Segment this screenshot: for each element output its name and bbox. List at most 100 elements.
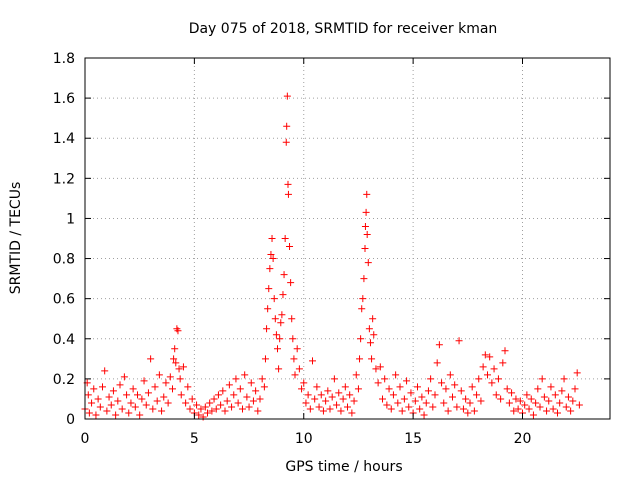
data-point [431, 391, 439, 399]
data-point [455, 337, 463, 345]
data-point [457, 387, 465, 395]
data-point [418, 393, 426, 401]
data-point [529, 411, 537, 419]
data-point [151, 383, 159, 391]
data-point [514, 405, 522, 413]
data-point [92, 411, 100, 419]
data-point [358, 305, 366, 313]
data-point [291, 371, 299, 379]
data-point [392, 371, 400, 379]
data-point [210, 395, 218, 403]
data-point [221, 407, 229, 415]
data-point [564, 393, 572, 401]
data-point [551, 391, 559, 399]
data-point [105, 393, 113, 401]
data-point [464, 409, 472, 417]
data-point [354, 385, 362, 393]
data-point [90, 385, 98, 393]
data-point [85, 409, 93, 417]
data-point [179, 363, 187, 371]
data-point [363, 190, 371, 198]
data-point [383, 401, 391, 409]
data-point [560, 375, 568, 383]
data-point [162, 379, 170, 387]
data-point [328, 393, 336, 401]
gridlines [85, 58, 610, 419]
data-point [103, 407, 111, 415]
data-point [369, 315, 377, 323]
data-point [451, 381, 459, 389]
data-point [252, 387, 260, 395]
data-point [300, 379, 308, 387]
data-point [96, 403, 104, 411]
data-point [171, 345, 179, 353]
data-point [182, 399, 190, 407]
data-point [484, 371, 491, 379]
data-point [293, 345, 301, 353]
data-point [298, 385, 306, 393]
data-point [195, 411, 203, 419]
data-point [403, 377, 411, 385]
data-point [547, 383, 555, 391]
data-point [516, 397, 524, 405]
data-point [486, 353, 494, 361]
data-point [416, 405, 424, 413]
data-point [172, 359, 180, 367]
data-point [492, 391, 500, 399]
data-point [149, 405, 157, 413]
data-point [324, 387, 332, 395]
data-point [256, 395, 264, 403]
data-point [170, 355, 178, 363]
data-point [287, 279, 295, 287]
data-point [348, 409, 356, 417]
y-tick-label: 0.2 [53, 372, 75, 388]
data-point [112, 411, 120, 419]
data-point [84, 391, 92, 399]
data-point [477, 397, 485, 405]
data-point [372, 365, 380, 373]
data-point [433, 359, 441, 367]
data-point [116, 381, 124, 389]
data-point [442, 385, 450, 393]
y-tick-label: 1.8 [53, 51, 75, 67]
x-tick-label: 10 [295, 431, 313, 447]
plot-frame [84, 57, 611, 420]
data-point [175, 365, 183, 373]
data-point [184, 383, 192, 391]
data-point [169, 385, 176, 393]
data-point [279, 291, 287, 299]
x-tick-label: 0 [81, 431, 90, 447]
data-point [556, 399, 564, 407]
data-point [249, 397, 257, 405]
data-point [414, 383, 421, 391]
data-point [466, 399, 474, 407]
data-point [573, 369, 581, 377]
data-point [534, 385, 542, 393]
data-point [267, 251, 275, 259]
data-point [319, 407, 327, 415]
data-point [277, 319, 285, 327]
data-point [153, 397, 161, 405]
data-point [538, 375, 546, 383]
data-point [166, 373, 174, 381]
data-point [123, 391, 131, 399]
data-point [109, 387, 117, 395]
data-point [286, 243, 294, 251]
data-point [459, 405, 467, 413]
data-point [177, 391, 185, 399]
y-tick-label: 0.6 [53, 292, 75, 308]
data-points [81, 92, 583, 421]
data-point [236, 385, 244, 393]
data-point [360, 275, 368, 283]
y-tick-label: 1 [66, 211, 75, 227]
data-point [543, 407, 551, 415]
data-point [449, 393, 456, 401]
data-point [549, 405, 557, 413]
data-point [508, 389, 516, 397]
data-point [407, 389, 415, 397]
data-point [283, 92, 291, 100]
data-point [147, 355, 155, 363]
data-point [387, 405, 395, 413]
chart-title: Day 075 of 2018, SRMTID for receiver kma… [189, 21, 498, 37]
